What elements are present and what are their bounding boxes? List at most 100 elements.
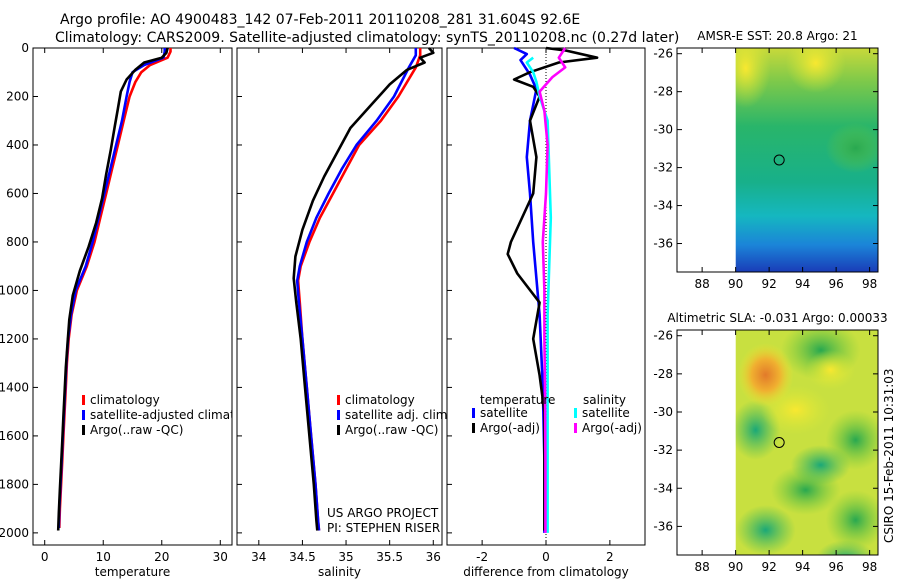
sst_map-argo-marker	[773, 154, 785, 166]
sla-anomaly-patch	[825, 490, 878, 550]
temperature-ytick-label: 400	[6, 138, 29, 152]
difference-temperature-legend-label: Argo(-adj)	[480, 421, 540, 435]
salinity-series-argo-raw-qc-	[292, 47, 435, 531]
sst-green-patch	[825, 123, 878, 173]
sst_map: 88 90 92 94 96 98 -26 -28 -30 -32 -34 -36 AMSR-E SST…	[653, 29, 879, 291]
temperature-legend-swatch	[82, 425, 85, 435]
sst_map-ytick-label: -26	[653, 47, 673, 61]
temperature-ytick-label: 1000	[0, 283, 29, 297]
sst_map-ytick-label: -36	[653, 237, 673, 251]
sla_map-title: Altimetric SLA: -0.031 Argo: 0.00033	[667, 311, 887, 325]
project-note: US ARGO PROJECT PI: STEPHEN RISER	[327, 506, 440, 535]
sst_map-title: AMSR-E SST: 20.8 Argo: 21	[697, 29, 857, 43]
project-note-line1: US ARGO PROJECT	[327, 506, 439, 520]
sst_map-ytick-label: -30	[653, 123, 673, 137]
salinity-legend-label: climatology	[345, 393, 415, 407]
difference-salinity-legend-swatch	[574, 423, 577, 433]
sla_map-argo-marker	[773, 437, 785, 448]
temperature-ytick-label: 1400	[0, 380, 29, 394]
difference-series-salinity-satellite	[525, 56, 553, 533]
sla_map-ytick-label: -36	[653, 519, 673, 533]
salinity-panel: 34 34.5 35 35.5 36 salinity climatologysatelli…	[236, 47, 451, 579]
sst-warm-patch	[785, 48, 846, 93]
sla_map-ytick-label: -28	[653, 367, 673, 381]
sst_map-frame	[676, 47, 879, 273]
temperature-ytick-label: 1200	[0, 332, 29, 346]
difference-xtick-label: -2	[476, 550, 488, 564]
temperature-ytick-label: 1800	[0, 477, 29, 491]
difference-temperature-legend-swatch	[472, 408, 475, 418]
title-line-2: Climatology: CARS2009. Satellite-adjuste…	[55, 30, 680, 46]
salinity-xtick-label: 35	[338, 550, 353, 564]
salinity-series-satellite-adj-clim-	[295, 48, 418, 531]
salinity-legend-label: Argo(..raw -QC)	[345, 423, 438, 437]
sst_map-ytick-label: -32	[653, 161, 673, 175]
salinity-xtick-label: 35.5	[376, 550, 403, 564]
temperature-legend-label: satellite-adjusted climatology	[90, 408, 268, 422]
sla_map-ytick-label: -26	[653, 329, 673, 343]
difference-xtick-label: 2	[606, 550, 614, 564]
temperature-ytick-label: 200	[6, 89, 29, 103]
sla-anomaly-patch	[737, 343, 794, 407]
salinity-xtick-label: 34.5	[289, 550, 316, 564]
temperature-frame	[32, 47, 233, 546]
temperature-ytick-label: 600	[6, 186, 29, 200]
temperature-xtick-label: 20	[154, 550, 169, 564]
salinity-xtick-label: 34	[251, 550, 266, 564]
difference-salinity-legend-label: satellite	[582, 406, 630, 420]
temperature-series-argo-raw-qc-	[56, 47, 169, 531]
sst_map-xtick-label: 92	[761, 277, 776, 291]
temperature-ytick-label: 0	[21, 41, 29, 55]
sst_map-xtick-label: 96	[828, 277, 843, 291]
sst_map-ytick-label: -34	[653, 199, 673, 213]
sla_map-field	[735, 330, 878, 555]
sla_map-frame	[676, 329, 879, 556]
sla_map-xtick-label: 94	[795, 560, 810, 574]
sla_map: 88 90 92 94 96 98 -26 -28 -30 -32 -34 -36 Altimetric…	[653, 311, 887, 574]
sst-warm-patch	[735, 48, 771, 108]
temperature-panel: 0 10 20 30 0 200 400 600 800 1000 1200 1400 1600 1800…	[0, 41, 268, 579]
temperature-legend-label: Argo(..raw -QC)	[90, 423, 183, 437]
temperature-xtick-label: 30	[213, 550, 228, 564]
title-line-1: Argo profile: AO 4900483_142 07-Feb-2011…	[60, 12, 581, 28]
difference-temperature-legend-swatch	[472, 423, 475, 433]
project-note-line2: PI: STEPHEN RISER	[327, 521, 440, 535]
sla_map-ytick-label: -34	[653, 481, 673, 495]
temperature-ytick-label: 800	[6, 235, 29, 249]
difference-series-temperature-satellite	[513, 46, 546, 533]
sst_map-field	[735, 48, 878, 272]
salinity-legend-label: satellite adj. clim.	[345, 408, 451, 422]
sla-anomaly-patch	[816, 540, 875, 555]
side-note: CSIRO 15-Feb-2011 10:31:03	[882, 368, 896, 543]
sla_map-ytick-label: -30	[653, 405, 673, 419]
temperature-xtick-label: 0	[41, 550, 49, 564]
temperature-ytick-label: 1600	[0, 429, 29, 443]
sla_map-xtick-label: 92	[761, 560, 776, 574]
sst_map-xtick-label: 90	[728, 277, 743, 291]
sst_map-xtick-label: 88	[694, 277, 709, 291]
difference-series-salinity-argo-adj-	[538, 47, 567, 533]
temperature-legend-label: climatology	[90, 393, 160, 407]
difference-legend-title-salinity: salinity	[583, 393, 626, 407]
salinity-frame	[236, 47, 443, 546]
temperature-legend-swatch	[82, 410, 85, 420]
sla_map-xtick-label: 90	[728, 560, 743, 574]
sst_map-xtick-label: 94	[795, 277, 810, 291]
temperature-ytick-label: 2000	[0, 526, 29, 540]
difference-temperature-legend-label: satellite	[480, 406, 528, 420]
sst_map-xtick-label: 98	[862, 277, 877, 291]
temperature-xtick-label: 10	[96, 550, 111, 564]
salinity-xtick-label: 36	[426, 550, 441, 564]
difference-salinity-legend-swatch	[574, 408, 577, 418]
sst_map-ytick-label: -28	[653, 85, 673, 99]
sla_map-xtick-label: 98	[862, 560, 877, 574]
sla-anomaly-patch	[735, 505, 796, 555]
difference-xtick-label: 0	[542, 550, 550, 564]
difference-legend-title-temperature: temperature	[480, 393, 555, 407]
difference-series-temperature-argo-adj-	[506, 46, 599, 531]
sla-anomaly-patch	[790, 445, 851, 485]
